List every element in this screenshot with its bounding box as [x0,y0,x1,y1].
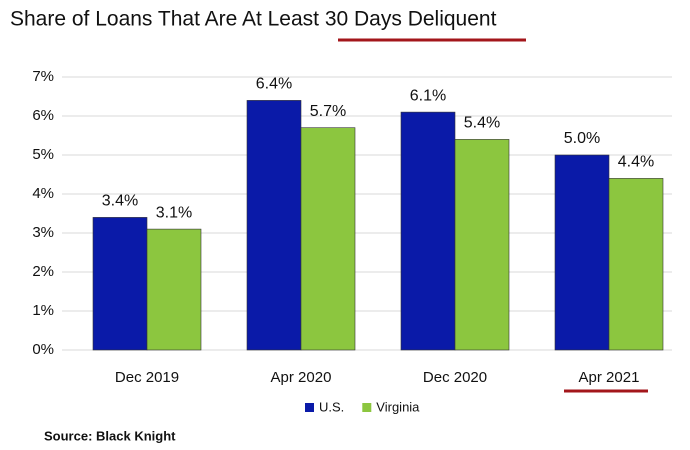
bar [400,111,456,351]
legend-swatch [305,403,314,412]
bar [92,217,148,351]
value-label: 3.4% [102,193,138,210]
value-label: 3.1% [156,204,192,221]
y-tick-label: 2% [32,263,54,280]
legend-label: U.S. [319,399,344,414]
value-label: 6.1% [410,87,446,104]
y-tick-label: 7% [32,68,54,85]
bar [554,154,610,351]
bar [608,178,664,351]
y-tick-label: 6% [32,107,54,124]
y-tick-label: 4% [32,185,54,202]
x-tick-label: Apr 2021 [579,369,640,386]
y-tick-label: 3% [32,224,54,241]
bar [454,139,510,351]
x-tick-label: Dec 2019 [115,369,179,386]
bar [246,100,302,351]
y-tick-label: 5% [32,146,54,163]
value-label: 5.4% [464,115,500,132]
legend-swatch [362,403,372,412]
value-label: 5.7% [310,103,346,120]
bar [300,127,356,351]
x-tick-label: Apr 2020 [271,369,332,386]
value-label: 4.4% [618,154,654,171]
chart-title: Share of Loans That Are At Least 30 Days… [10,8,497,31]
bar [146,228,202,351]
value-label: 5.0% [564,130,600,147]
y-tick-label: 1% [32,302,54,319]
y-tick-label: 0% [32,341,54,358]
value-label: 6.4% [256,76,292,93]
legend-label: Virginia [376,399,420,414]
x-tick-label: Dec 2020 [423,369,487,386]
source-note: Source: Black Knight [44,428,176,443]
